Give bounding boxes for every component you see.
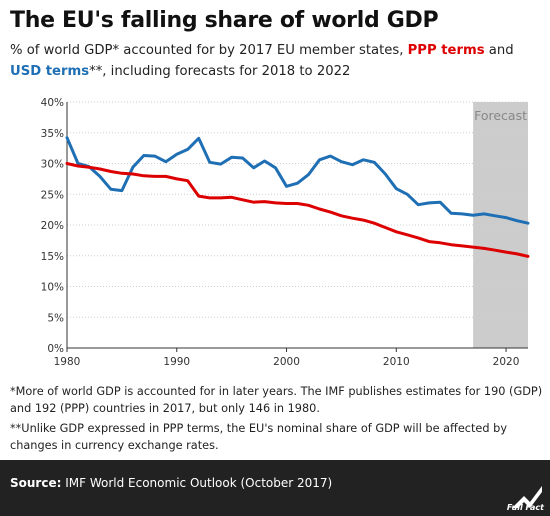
y-tick-label: 15% (41, 251, 64, 263)
subtitle-ppp-label: PPP terms (407, 43, 485, 58)
chart-subtitle: % of world GDP* accounted for by 2017 EU… (10, 40, 540, 82)
y-tick-label: 35% (41, 128, 64, 140)
source-label: Source: (10, 476, 62, 490)
x-tick-label: 2010 (383, 356, 410, 368)
x-tick-label: 2020 (493, 356, 520, 368)
y-tick-label: 20% (41, 220, 64, 232)
subtitle-text-end: **, including forecasts for 2018 to 2022 (89, 64, 351, 79)
logo-text: Full Fact (506, 503, 544, 512)
source-line: Source: IMF World Economic Outlook (Octo… (10, 476, 332, 490)
series-line-ppp-terms (65, 162, 530, 258)
x-tick-label: 1980 (54, 356, 81, 368)
series-line-usd-terms (65, 136, 530, 225)
footnote-1: *More of world GDP is accounted for in l… (10, 385, 543, 415)
y-tick-label: 30% (41, 159, 64, 171)
subtitle-usd-label: USD terms (10, 64, 90, 79)
full-fact-logo-icon (512, 486, 542, 508)
source-text: IMF World Economic Outlook (October 2017… (61, 476, 333, 490)
chart-title: The EU's falling share of world GDP (10, 8, 439, 33)
line-chart: Forecast 0% 5% 10% 15% 20% 25% 30% 35% 40% 1980 199… (41, 97, 530, 368)
y-tick-label: 5% (47, 312, 64, 324)
x-tick-label: 1990 (163, 356, 190, 368)
y-tick-label: 10% (41, 282, 64, 294)
forecast-label: Forecast (474, 108, 527, 123)
footer-bar: Source: IMF World Economic Outlook (Octo… (0, 460, 550, 516)
y-tick-label: 40% (41, 97, 64, 109)
footnotes: *More of world GDP is accounted for in l… (10, 383, 545, 457)
footnote-2: **Unlike GDP expressed in PPP terms, the… (10, 422, 508, 452)
subtitle-text-and: and (484, 43, 514, 58)
subtitle-text: % of world GDP* accounted for by 2017 EU… (10, 43, 408, 58)
forecast-band (473, 102, 528, 348)
y-tick-label: 25% (41, 189, 64, 201)
x-tick-label: 2000 (273, 356, 300, 368)
y-tick-label: 0% (47, 343, 64, 355)
